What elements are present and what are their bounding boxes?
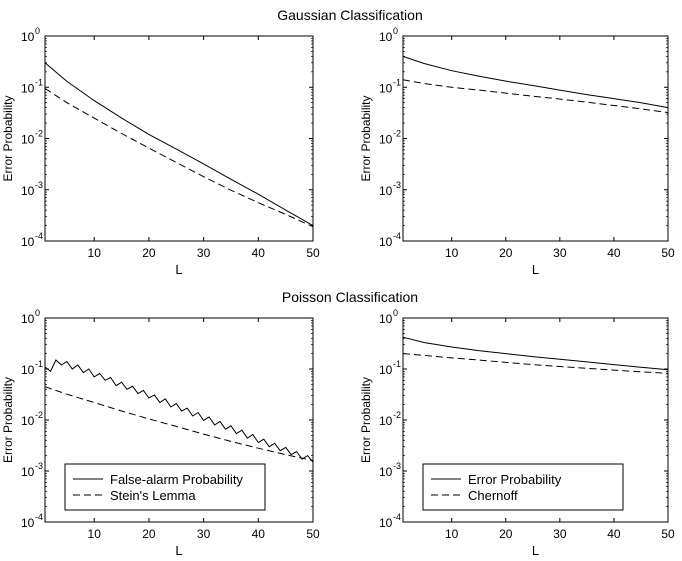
- y-tick-exponent: -1: [35, 77, 43, 87]
- y-tick-label: 10: [21, 133, 35, 147]
- x-axis-label: L: [175, 543, 182, 558]
- x-tick-label: 40: [607, 527, 621, 541]
- x-tick-label: 10: [88, 246, 102, 260]
- y-tick-exponent: -4: [35, 512, 43, 522]
- legend-label: Stein's Lemma: [110, 488, 196, 503]
- plot-frame: [402, 35, 669, 242]
- x-tick-label: 50: [661, 527, 675, 541]
- y-tick-label: 10: [21, 235, 35, 249]
- y-tick-exponent: -2: [393, 410, 401, 420]
- x-tick-label: 50: [661, 246, 675, 260]
- series-line-dashed: [44, 87, 314, 228]
- x-tick-label: 20: [499, 527, 513, 541]
- series-line-dashed: [402, 79, 669, 114]
- series-line-solid: [44, 62, 314, 227]
- gaussian-title: Gaussian Classification: [277, 7, 423, 23]
- y-axis-label: Error Probability: [1, 377, 15, 463]
- legend-label: Error Probability: [468, 472, 562, 487]
- y-axis-label: Error Probability: [1, 95, 15, 181]
- y-tick-label: 10: [21, 516, 35, 530]
- y-tick-label: 10: [379, 184, 393, 198]
- x-tick-label: 40: [252, 246, 266, 260]
- series-line-dashed: [402, 353, 669, 374]
- y-tick-label: 10: [379, 465, 393, 479]
- x-axis-label: L: [175, 262, 182, 277]
- y-tick-exponent: 0: [35, 26, 40, 36]
- y-tick-label: 10: [21, 465, 35, 479]
- y-tick-label: 10: [21, 30, 35, 44]
- y-tick-exponent: -3: [393, 180, 401, 190]
- legend-box: [422, 463, 624, 511]
- y-tick-label: 10: [21, 414, 35, 428]
- y-tick-label: 10: [21, 312, 35, 326]
- x-tick-label: 30: [553, 527, 567, 541]
- series-line-solid: [402, 336, 669, 371]
- y-tick-exponent: -2: [393, 129, 401, 139]
- x-tick-label: 20: [142, 527, 156, 541]
- y-tick-label: 10: [379, 81, 393, 95]
- y-tick-label: 10: [379, 516, 393, 530]
- y-tick-exponent: -2: [35, 129, 43, 139]
- y-tick-exponent: -3: [35, 461, 43, 471]
- y-tick-label: 10: [379, 363, 393, 377]
- y-tick-exponent: -2: [35, 410, 43, 420]
- y-axis-label: Error Probability: [359, 377, 373, 463]
- y-tick-label: 10: [21, 184, 35, 198]
- legend-label: Chernoff: [468, 488, 518, 503]
- x-tick-label: 20: [142, 246, 156, 260]
- x-tick-label: 40: [252, 527, 266, 541]
- poisson-title: Poisson Classification: [282, 289, 418, 305]
- y-tick-exponent: 0: [35, 308, 40, 318]
- y-tick-exponent: 0: [393, 308, 398, 318]
- x-axis-label: L: [532, 543, 539, 558]
- y-tick-label: 10: [21, 363, 35, 377]
- y-tick-exponent: -1: [393, 359, 401, 369]
- legend-box: [64, 463, 266, 511]
- y-tick-label: 10: [379, 235, 393, 249]
- x-tick-label: 10: [88, 527, 102, 541]
- y-tick-exponent: -4: [393, 512, 401, 522]
- x-axis-label: L: [532, 262, 539, 277]
- x-tick-label: 20: [499, 246, 513, 260]
- y-tick-label: 10: [379, 133, 393, 147]
- y-tick-label: 10: [379, 414, 393, 428]
- x-tick-label: 50: [306, 246, 320, 260]
- plot-frame: [44, 35, 314, 242]
- y-tick-exponent: -4: [35, 231, 43, 241]
- y-tick-exponent: -1: [393, 77, 401, 87]
- y-tick-exponent: -1: [35, 359, 43, 369]
- x-tick-label: 10: [445, 246, 459, 260]
- x-tick-label: 40: [607, 246, 621, 260]
- legend-label: False-alarm Probability: [110, 472, 243, 487]
- y-tick-label: 10: [21, 81, 35, 95]
- x-tick-label: 30: [553, 246, 567, 260]
- series-line-solid: [402, 55, 669, 109]
- x-tick-label: 10: [445, 527, 459, 541]
- y-tick-exponent: -3: [393, 461, 401, 471]
- y-tick-exponent: 0: [393, 26, 398, 36]
- series-line-dashed: [44, 386, 314, 462]
- x-tick-label: 30: [197, 246, 211, 260]
- y-tick-exponent: -3: [35, 180, 43, 190]
- y-tick-label: 10: [379, 312, 393, 326]
- y-tick-label: 10: [379, 30, 393, 44]
- x-tick-label: 30: [197, 527, 211, 541]
- y-tick-exponent: -4: [393, 231, 401, 241]
- y-axis-label: Error Probability: [359, 95, 373, 181]
- series-line-solid: [44, 359, 314, 463]
- x-tick-label: 50: [306, 527, 320, 541]
